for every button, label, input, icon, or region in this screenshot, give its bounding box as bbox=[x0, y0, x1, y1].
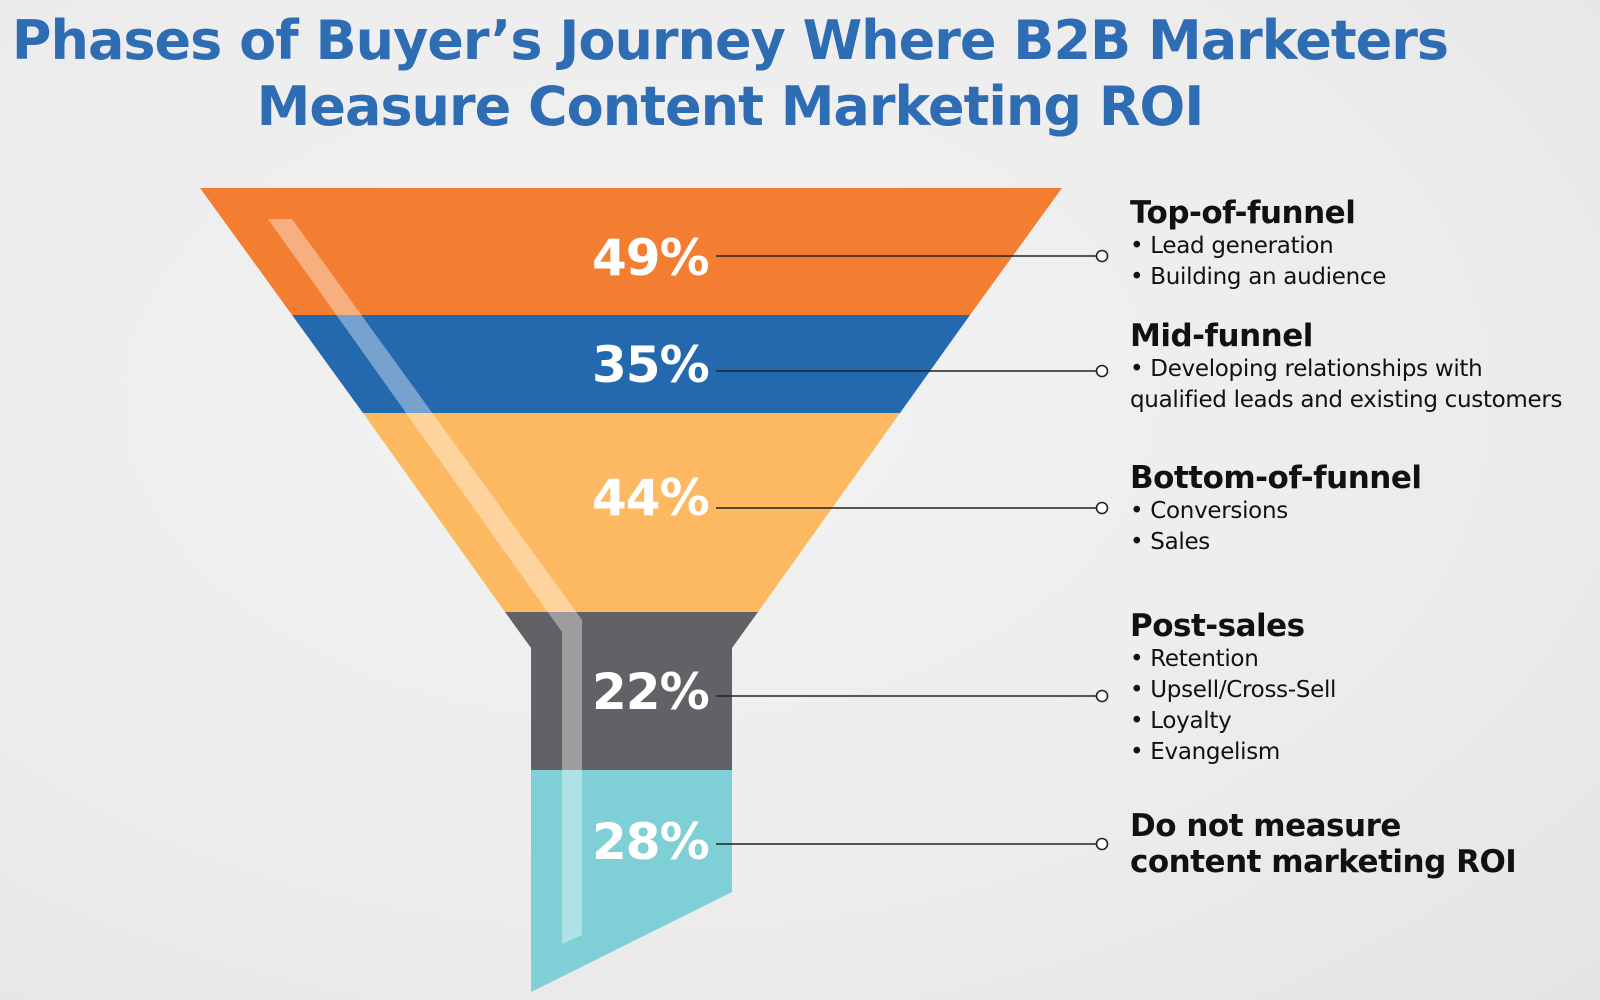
connector-dot-bottom bbox=[1095, 501, 1109, 515]
label-post-sales: Post-sales • Retention • Upsell/Cross-Se… bbox=[1130, 608, 1336, 768]
label-item: • Loyalty bbox=[1130, 708, 1232, 734]
connector-dot-no-measure bbox=[1095, 837, 1109, 851]
percent-no-measure: 28% bbox=[592, 813, 709, 871]
percent-post-sales: 22% bbox=[592, 663, 709, 721]
label-heading: Do not measure bbox=[1130, 808, 1401, 844]
percent-top: 49% bbox=[592, 229, 709, 287]
label-mid-funnel: Mid-funnel • Developing relationships wi… bbox=[1130, 318, 1563, 416]
label-item: • Lead generation bbox=[1130, 233, 1334, 259]
label-item: • Building an audience bbox=[1130, 264, 1387, 290]
funnel-segment-post-sales bbox=[505, 612, 758, 770]
label-heading: Mid-funnel bbox=[1130, 318, 1313, 354]
connector-dot-mid bbox=[1095, 364, 1109, 378]
connector-dot-post-sales bbox=[1095, 689, 1109, 703]
label-heading: Bottom-of-funnel bbox=[1130, 460, 1422, 496]
percent-bottom: 44% bbox=[592, 469, 709, 527]
connector-dot-top bbox=[1095, 249, 1109, 263]
percent-mid: 35% bbox=[592, 336, 709, 394]
label-item: • Developing relationships with bbox=[1130, 356, 1483, 382]
label-bottom-of-funnel: Bottom-of-funnel • Conversions • Sales bbox=[1130, 460, 1422, 558]
title-line-1: Phases of Buyer’s Journey Where B2B Mark… bbox=[11, 9, 1449, 72]
label-item: • Evangelism bbox=[1130, 739, 1281, 765]
label-item: qualified leads and existing customers bbox=[1130, 387, 1563, 413]
funnel-segment-no-measure bbox=[531, 770, 732, 992]
funnel-segment-bottom bbox=[363, 413, 900, 612]
label-item: • Retention bbox=[1130, 646, 1259, 672]
label-item: • Conversions bbox=[1130, 498, 1288, 524]
funnel-segment-top bbox=[200, 188, 1062, 315]
label-do-not-measure: Do not measure content marketing ROI bbox=[1130, 808, 1517, 880]
label-heading: Top-of-funnel bbox=[1130, 195, 1356, 231]
page-title: Phases of Buyer’s Journey Where B2B Mark… bbox=[0, 8, 1460, 140]
label-item: • Sales bbox=[1130, 529, 1210, 555]
label-top-of-funnel: Top-of-funnel • Lead generation • Buildi… bbox=[1130, 195, 1386, 293]
title-line-2: Measure Content Marketing ROI bbox=[256, 75, 1205, 138]
label-heading-line-2: content marketing ROI bbox=[1130, 844, 1517, 880]
label-item: • Upsell/Cross-Sell bbox=[1130, 677, 1337, 703]
funnel-segment-mid bbox=[292, 315, 970, 413]
label-heading: Post-sales bbox=[1130, 608, 1305, 644]
